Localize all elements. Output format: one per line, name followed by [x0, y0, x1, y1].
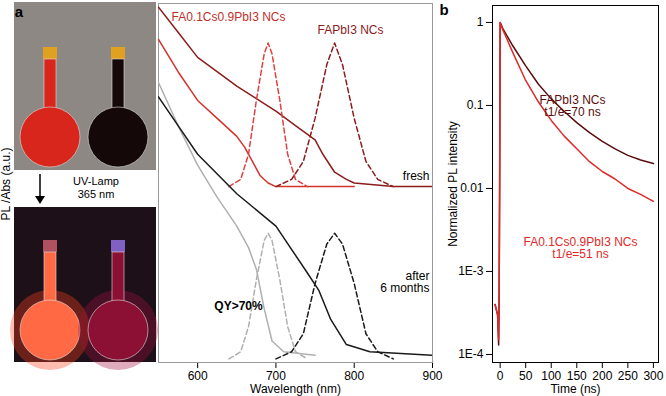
svg-text:b: b — [439, 1, 448, 18]
svg-text:Normalized PL intensity: Normalized PL intensity — [446, 121, 460, 247]
svg-text:Time (ns): Time (ns) — [550, 382, 600, 396]
svg-text:600: 600 — [188, 369, 208, 383]
svg-text:a: a — [15, 3, 24, 20]
svg-text:50: 50 — [519, 369, 533, 383]
svg-text:200: 200 — [592, 369, 613, 383]
svg-text:300: 300 — [643, 369, 663, 383]
svg-text:UV-Lamp365 nm: UV-Lamp365 nm — [73, 175, 119, 200]
svg-text:fresh: fresh — [403, 169, 430, 183]
svg-text:FA0.1Cs0.9PbI3 NCst1/e=51 ns: FA0.1Cs0.9PbI3 NCst1/e=51 ns — [523, 235, 637, 261]
svg-text:PL /Abs (a.u.): PL /Abs (a.u.) — [0, 148, 13, 221]
svg-text:FAPbI3 NCst1/e=70 ns: FAPbI3 NCst1/e=70 ns — [539, 93, 605, 119]
svg-text:FAPbI3 NCs: FAPbI3 NCs — [317, 23, 383, 37]
svg-text:900: 900 — [422, 369, 442, 383]
svg-text:1E-3: 1E-3 — [458, 264, 484, 278]
svg-text:after6 months: after6 months — [380, 269, 429, 295]
svg-text:1E-4: 1E-4 — [458, 347, 484, 361]
svg-text:QY>70%: QY>70% — [214, 299, 263, 313]
svg-text:700: 700 — [265, 369, 286, 383]
svg-text:800: 800 — [344, 369, 364, 383]
svg-text:1: 1 — [477, 15, 484, 29]
svg-text:Wavelength (nm): Wavelength (nm) — [250, 382, 341, 396]
svg-text:0.1: 0.1 — [467, 98, 484, 112]
svg-text:0.01: 0.01 — [460, 181, 484, 195]
svg-text:250: 250 — [618, 369, 638, 383]
html-text:100 150: 100 150 — [541, 369, 587, 383]
svg-text:0: 0 — [497, 369, 504, 383]
svg-text:FA0.1Cs0.9PbI3 NCs: FA0.1Cs0.9PbI3 NCs — [171, 10, 285, 24]
